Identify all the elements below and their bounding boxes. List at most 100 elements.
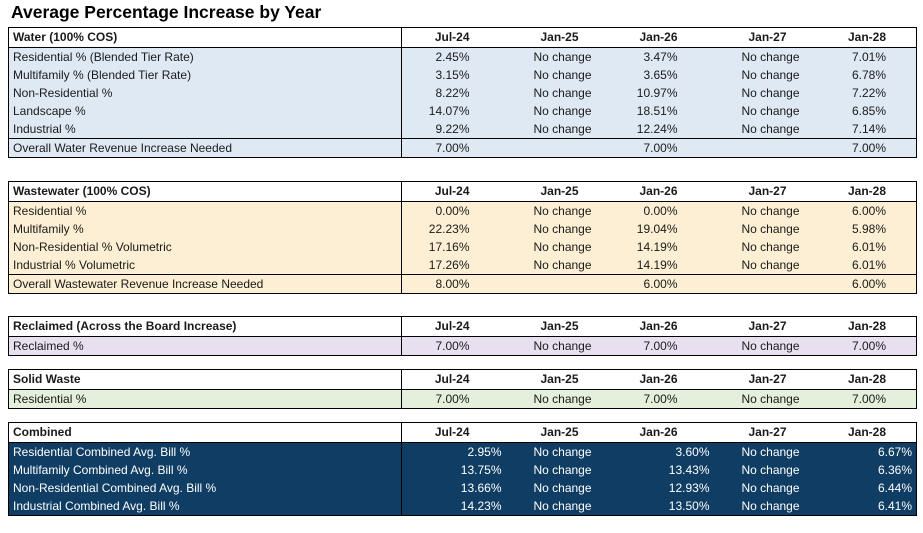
cell-value: No change	[505, 47, 610, 66]
column-header: Jan-26	[609, 27, 714, 48]
cell-value: 17.26%	[401, 256, 506, 275]
cell-value: No change	[713, 442, 818, 461]
cell-value	[505, 138, 610, 158]
cell-value: 5.98%	[817, 220, 917, 238]
section-header: Reclaimed (Across the Board Increase)	[8, 316, 402, 337]
cell-value: No change	[713, 238, 818, 256]
section-header: Solid Waste	[8, 369, 402, 390]
water-table: Water (100% COS) Jul-24 Jan-25 Jan-26 Ja…	[8, 27, 917, 158]
cell-value: 8.22%	[401, 84, 506, 102]
cell-value: 7.00%	[609, 336, 714, 356]
cell-value	[505, 274, 610, 294]
row-label: Reclaimed %	[8, 336, 402, 356]
cell-value: 7.00%	[609, 389, 714, 409]
row-label: Residential % (Blended Tier Rate)	[8, 47, 402, 66]
table-row: Reclaimed % 7.00% No change 7.00% No cha…	[8, 336, 917, 356]
cell-value: No change	[505, 120, 610, 139]
cell-value: No change	[713, 120, 818, 139]
cell-value: No change	[505, 201, 610, 220]
cell-value: 7.00%	[401, 138, 506, 158]
column-header: Jan-28	[817, 181, 917, 202]
column-header: Jan-25	[505, 27, 610, 48]
column-header: Jan-27	[713, 422, 818, 443]
row-label: Residential %	[8, 389, 402, 409]
cell-value: 3.15%	[401, 66, 506, 84]
cell-value: 13.75%	[401, 461, 506, 479]
row-label: Non-Residential %	[8, 84, 402, 102]
wastewater-table: Wastewater (100% COS) Jul-24 Jan-25 Jan-…	[8, 181, 917, 294]
table-row: Multifamily % (Blended Tier Rate) 3.15% …	[8, 66, 917, 84]
water-header-row: Water (100% COS) Jul-24 Jan-25 Jan-26 Ja…	[8, 27, 917, 48]
cell-value: No change	[505, 442, 610, 461]
table-row: Industrial % 9.22% No change 12.24% No c…	[8, 120, 917, 139]
cell-value	[713, 274, 818, 294]
cell-value: 6.78%	[817, 66, 917, 84]
column-header: Jan-28	[817, 369, 917, 390]
cell-value: No change	[713, 84, 818, 102]
column-header: Jan-28	[817, 422, 917, 443]
row-label: Multifamily %	[8, 220, 402, 238]
cell-value: 14.19%	[609, 256, 714, 275]
cell-value: No change	[713, 220, 818, 238]
cell-value: 3.65%	[609, 66, 714, 84]
solid-waste-table: Solid Waste Jul-24 Jan-25 Jan-26 Jan-27 …	[8, 369, 917, 409]
cell-value: No change	[505, 66, 610, 84]
cell-value: No change	[505, 336, 610, 356]
cell-value: No change	[713, 47, 818, 66]
table-row: Residential % (Blended Tier Rate) 2.45% …	[8, 47, 917, 66]
cell-value: 14.19%	[609, 238, 714, 256]
column-header: Jan-25	[505, 316, 610, 337]
cell-value: 6.00%	[817, 274, 917, 294]
cell-value: 0.00%	[609, 201, 714, 220]
cell-value: 19.04%	[609, 220, 714, 238]
cell-value: No change	[713, 66, 818, 84]
table-row: Non-Residential Combined Avg. Bill % 13.…	[8, 479, 917, 497]
cell-value: 2.45%	[401, 47, 506, 66]
column-header: Jan-25	[505, 181, 610, 202]
cell-value: 6.44%	[817, 479, 917, 497]
total-row: Overall Wastewater Revenue Increase Need…	[8, 274, 917, 294]
row-label: Non-Residential % Volumetric	[8, 238, 402, 256]
cell-value: 6.36%	[817, 461, 917, 479]
table-row: Residential % 0.00% No change 0.00% No c…	[8, 201, 917, 220]
column-header: Jul-24	[401, 27, 506, 48]
column-header: Jan-27	[713, 181, 818, 202]
solid-waste-header-row: Solid Waste Jul-24 Jan-25 Jan-26 Jan-27 …	[8, 369, 917, 390]
cell-value: 18.51%	[609, 102, 714, 120]
cell-value: 8.00%	[401, 274, 506, 294]
cell-value	[713, 138, 818, 158]
row-label: Industrial % Volumetric	[8, 256, 402, 275]
cell-value: No change	[713, 461, 818, 479]
cell-value: 13.50%	[609, 497, 714, 516]
cell-value: 6.01%	[817, 256, 917, 275]
column-header: Jul-24	[401, 422, 506, 443]
combined-header-row: Combined Jul-24 Jan-25 Jan-26 Jan-27 Jan…	[8, 422, 917, 443]
row-label: Industrial Combined Avg. Bill %	[8, 497, 402, 516]
cell-value: No change	[505, 238, 610, 256]
cell-value: 10.97%	[609, 84, 714, 102]
table-row: Residential % 7.00% No change 7.00% No c…	[8, 389, 917, 409]
table-row: Non-Residential % 8.22% No change 10.97%…	[8, 84, 917, 102]
reclaimed-table: Reclaimed (Across the Board Increase) Ju…	[8, 316, 917, 356]
row-label: Multifamily Combined Avg. Bill %	[8, 461, 402, 479]
column-header: Jan-28	[817, 27, 917, 48]
column-header: Jan-25	[505, 369, 610, 390]
cell-value: 3.47%	[609, 47, 714, 66]
cell-value: 6.01%	[817, 238, 917, 256]
cell-value: 7.00%	[609, 138, 714, 158]
cell-value: No change	[505, 220, 610, 238]
combined-table: Combined Jul-24 Jan-25 Jan-26 Jan-27 Jan…	[8, 422, 917, 516]
row-label: Overall Wastewater Revenue Increase Need…	[8, 274, 402, 294]
cell-value: No change	[713, 201, 818, 220]
cell-value: No change	[505, 479, 610, 497]
cell-value: 6.41%	[817, 497, 917, 516]
cell-value: 6.00%	[817, 201, 917, 220]
row-label: Residential Combined Avg. Bill %	[8, 442, 402, 461]
table-row: Industrial % Volumetric 17.26% No change…	[8, 256, 917, 275]
row-label: Industrial %	[8, 120, 402, 139]
row-label: Landscape %	[8, 102, 402, 120]
column-header: Jan-28	[817, 316, 917, 337]
cell-value: No change	[713, 389, 818, 409]
table-row: Landscape % 14.07% No change 18.51% No c…	[8, 102, 917, 120]
row-label: Residential %	[8, 201, 402, 220]
